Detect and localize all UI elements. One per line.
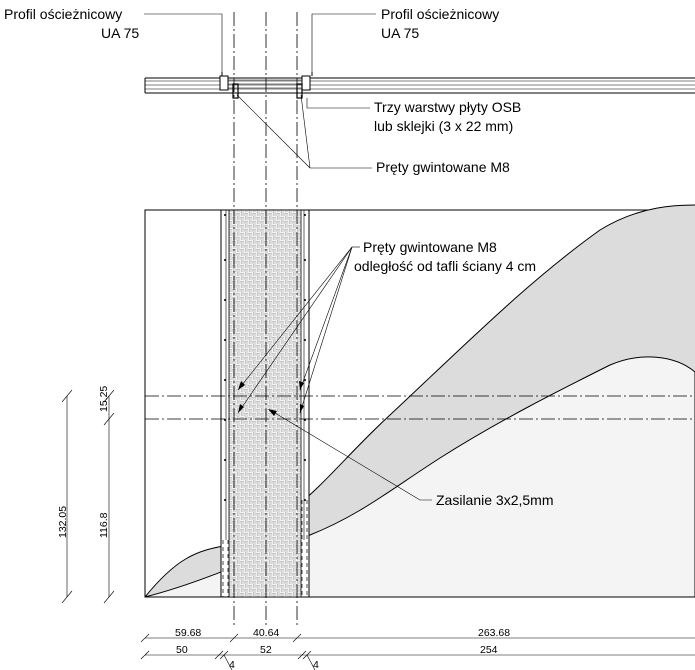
label-power: Zasilanie 3x2,5mm (436, 492, 554, 508)
label-osb-1: Trzy warstwy płyty OSB (374, 99, 521, 115)
label-osb-2: lub sklejki (3 x 22 mm) (374, 118, 513, 134)
dim-vertical-lower: 116.8 (98, 512, 110, 538)
frame-profile-left (219, 75, 229, 91)
dim-vertical-upper: 15.25 (98, 386, 110, 412)
osb-infill (228, 209, 302, 598)
horizontal-dimensions: 59.68 40.64 263.68 50 52 254 4 4 (140, 627, 695, 670)
label-rods-mid-2: odległość od tafli ściany 4 cm (354, 258, 536, 274)
plan-section (144, 72, 695, 99)
label-rods-top: Pręty gwintowane M8 (376, 159, 510, 175)
dim-row1-right: 263.68 (478, 627, 510, 639)
elevation-panel (144, 204, 695, 598)
leader-lines (144, 13, 432, 501)
axis-lines (145, 12, 695, 625)
label-rods-mid-1: Pręty gwintowane M8 (363, 239, 497, 255)
label-profile-left-2: UA 75 (101, 25, 139, 41)
dim-row2-mid: 52 (260, 644, 272, 656)
dim-vertical-total: 132.05 (57, 506, 69, 538)
dim-row1-left: 59.68 (175, 627, 201, 639)
dim-row2-left: 50 (176, 644, 188, 656)
dim-small-right: 4 (313, 659, 319, 670)
label-profile-left-1: Profil ościeżnicowy (4, 6, 122, 22)
screw-marks (224, 214, 306, 501)
label-profile-right-1: Profil ościeżnicowy (381, 6, 499, 22)
vertical-dimensions: 132.05 116.8 15.25 (57, 386, 115, 604)
dim-row1-mid: 40.64 (253, 627, 279, 639)
dim-row2-right: 254 (480, 644, 498, 656)
label-profile-right-2: UA 75 (381, 25, 419, 41)
dim-small-left: 4 (229, 659, 235, 670)
frame-profile-right (301, 75, 311, 91)
